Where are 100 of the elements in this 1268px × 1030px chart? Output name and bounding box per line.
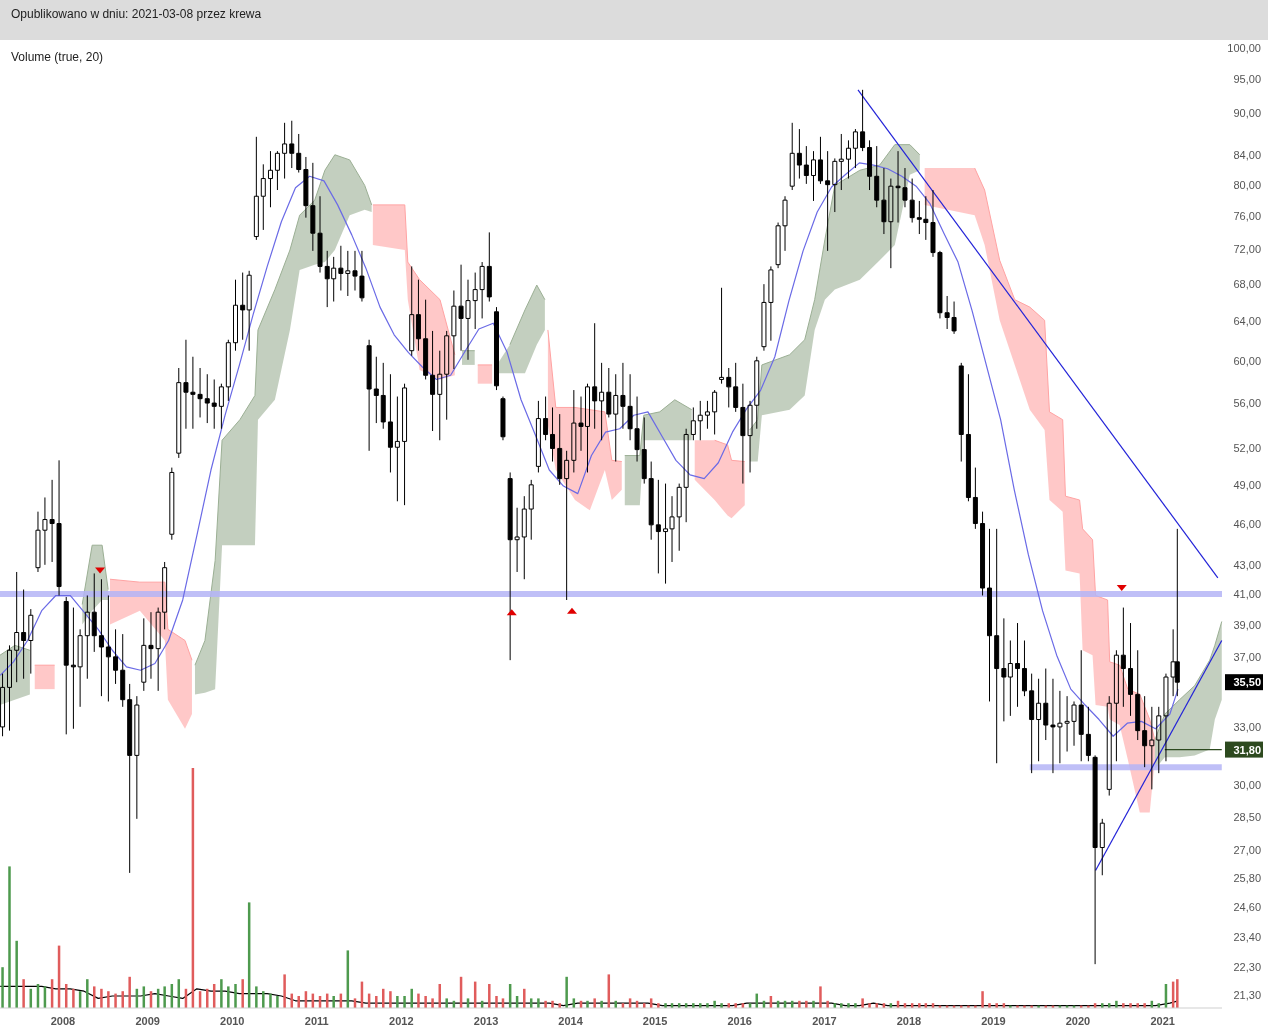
candlestick [423, 299, 429, 380]
bar [332, 996, 335, 1008]
candlestick [394, 396, 400, 502]
bar [220, 979, 223, 1008]
y-tick-label: 30,00 [1233, 779, 1261, 792]
candlestick [726, 367, 732, 408]
candlestick [860, 89, 866, 152]
bar [706, 1003, 709, 1008]
y-tick-label: 25,80 [1233, 871, 1261, 884]
candlestick [1085, 706, 1091, 762]
y-tick-label: 43,00 [1233, 558, 1261, 571]
x-tick-label: 2010 [220, 1015, 245, 1027]
bar [523, 988, 526, 1008]
candlestick [613, 373, 619, 463]
candlestick [380, 362, 386, 430]
candlestick [493, 306, 499, 391]
line-series [624, 399, 693, 457]
bar [981, 991, 984, 1008]
bar [403, 996, 406, 1008]
candlestick [874, 145, 880, 208]
bar [868, 1003, 871, 1008]
candlestick [1128, 622, 1134, 717]
candlestick [204, 373, 210, 424]
y-tick-label: 41,00 [1233, 587, 1261, 600]
candlestick [803, 145, 809, 185]
x-tick-label: 2014 [558, 1015, 584, 1027]
bar [861, 998, 864, 1008]
bar [854, 1003, 857, 1008]
candlestick [387, 373, 393, 473]
bar [1129, 1003, 1132, 1008]
line-series [547, 329, 623, 463]
x-tick-label: 2012 [389, 1015, 414, 1027]
y-tick-label: 90,00 [1233, 106, 1261, 119]
y-tick-label: 46,00 [1233, 517, 1261, 530]
data-label: 31,80 [1233, 743, 1261, 756]
candlestick [211, 378, 217, 430]
bar [262, 991, 265, 1008]
y-tick-label: 95,00 [1233, 73, 1261, 86]
x-tick-label: 2019 [981, 1015, 1006, 1027]
y-tick-label: 22,30 [1233, 960, 1261, 973]
bar [114, 993, 117, 1008]
candlestick [965, 373, 971, 502]
bar [819, 986, 822, 1008]
bar [488, 984, 491, 1008]
line-series [0, 162, 1179, 737]
candlestick [648, 461, 654, 541]
bar [1176, 979, 1179, 1008]
x-tick-label: 2013 [473, 1015, 499, 1027]
candlestick [127, 683, 133, 874]
bar [586, 1000, 589, 1008]
candlestick [169, 467, 175, 541]
bar [847, 1003, 850, 1008]
candlestick [592, 322, 598, 430]
candlestick [415, 279, 421, 352]
candlestick [21, 589, 27, 680]
y-tick-label: 37,00 [1233, 650, 1261, 663]
candlestick [105, 594, 111, 702]
y-tick-label: 21,30 [1233, 989, 1261, 1001]
bar [600, 1000, 603, 1008]
x-tick-label: 2008 [50, 1015, 76, 1027]
candlestick [120, 633, 126, 708]
candlestick [832, 157, 838, 213]
x-tick-label: 2017 [812, 1015, 837, 1027]
bar [8, 866, 11, 1008]
candlestick [712, 389, 718, 435]
y-tick-label: 49,00 [1233, 478, 1261, 491]
bar [396, 996, 399, 1008]
bar [988, 1003, 991, 1008]
candlestick [218, 383, 224, 430]
bar [72, 988, 75, 1008]
bar [734, 1003, 737, 1008]
bar [445, 998, 448, 1008]
x-tick-label: 2011 [304, 1015, 329, 1027]
candlestick [233, 279, 239, 352]
candlestick [28, 608, 34, 675]
y-tick-label: 68,00 [1233, 278, 1261, 291]
bar [551, 1000, 554, 1008]
candlestick [1099, 818, 1105, 876]
bar [389, 991, 392, 1008]
line-series [109, 578, 193, 661]
candlestick [296, 133, 302, 174]
candlestick [972, 467, 978, 530]
candlestick [1015, 622, 1021, 708]
candlestick [366, 339, 372, 452]
bar [22, 979, 25, 1008]
candlestick [1156, 706, 1162, 774]
bar [417, 993, 420, 1008]
bar [692, 1003, 695, 1008]
y-tick-label: 27,00 [1233, 843, 1261, 856]
bar [100, 988, 103, 1008]
candlestick [1029, 673, 1035, 774]
candlestick [63, 596, 69, 735]
y-tick-label: 80,00 [1233, 178, 1261, 191]
candlestick [641, 416, 647, 485]
y-tick-label: 60,00 [1233, 354, 1261, 367]
candlestick [909, 178, 915, 224]
candlestick [1135, 649, 1141, 741]
bar [805, 1000, 808, 1008]
bar [1101, 1003, 1104, 1008]
candlestick [789, 122, 795, 191]
